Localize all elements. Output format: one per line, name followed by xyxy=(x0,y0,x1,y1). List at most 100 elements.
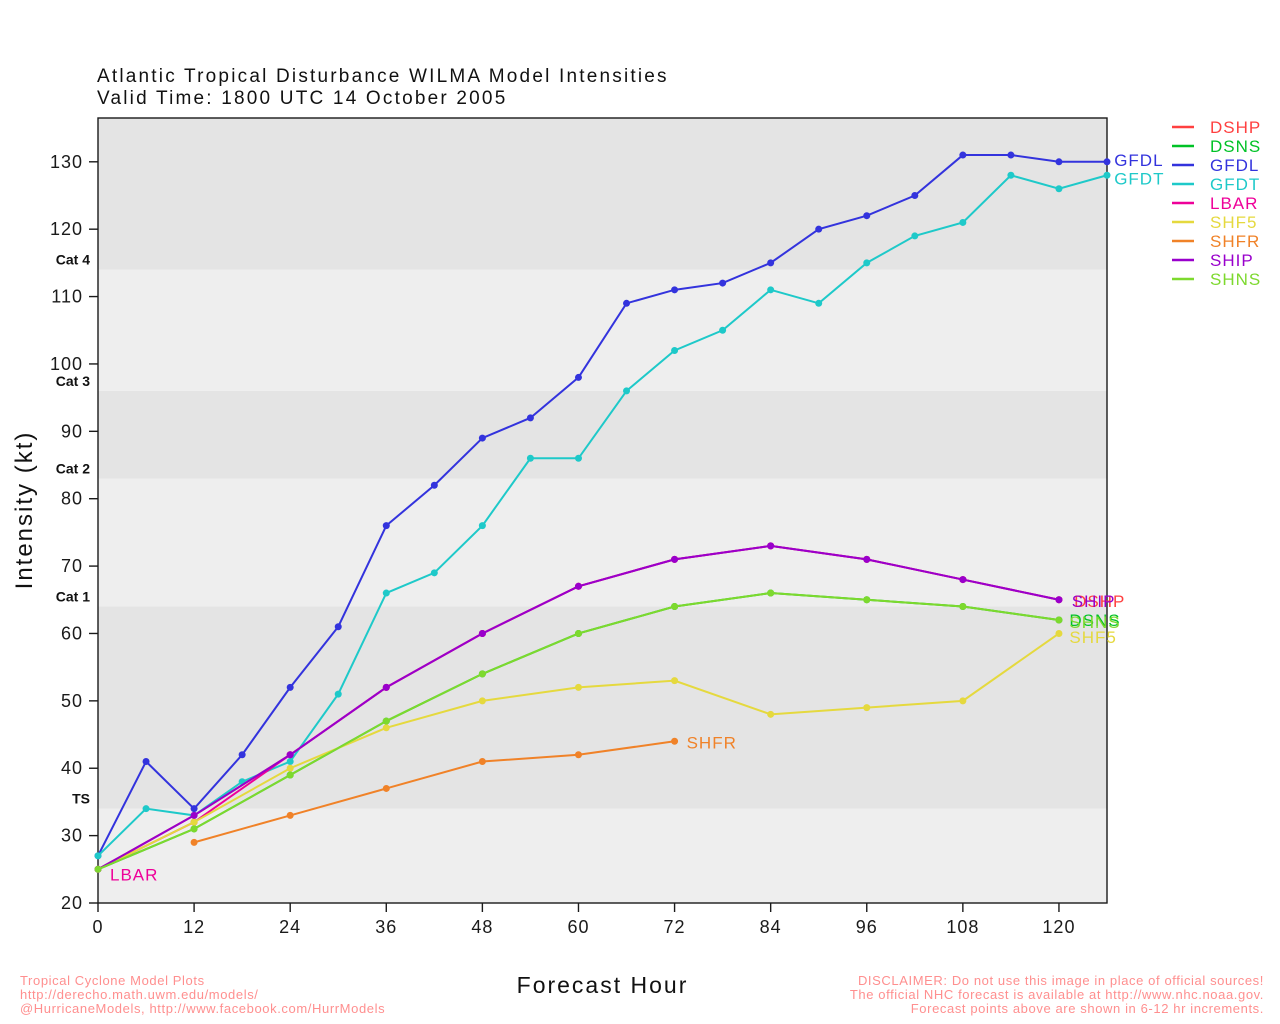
series-gfdt-point xyxy=(142,805,150,813)
series-ship-label: SHIP xyxy=(1072,592,1116,611)
legend-label-shfr: SHFR xyxy=(1210,232,1260,251)
x-tick-label: 84 xyxy=(760,917,782,937)
legend-label-gfdl: GFDL xyxy=(1210,156,1259,175)
series-shfr-point xyxy=(671,737,679,745)
series-shns-point xyxy=(671,603,679,611)
series-gfdl-point xyxy=(959,151,967,159)
y-tick-label: 100 xyxy=(50,354,83,374)
chart-subtitle: Valid Time: 1800 UTC 14 October 2005 xyxy=(97,88,508,109)
series-gfdl-point xyxy=(815,225,823,233)
series-gfdl-point xyxy=(190,805,198,813)
series-shns-point xyxy=(959,603,967,611)
category-band-1 xyxy=(98,606,1107,809)
series-shf5-point xyxy=(478,697,486,705)
series-gfdl-point xyxy=(1055,158,1063,166)
series-ship-point xyxy=(1055,596,1063,604)
series-gfdt-point xyxy=(623,387,631,395)
y-tick-label: 20 xyxy=(61,893,83,913)
series-gfdt-point xyxy=(574,454,582,462)
series-shfr-line xyxy=(193,740,675,844)
y-tick-label: 40 xyxy=(61,758,83,778)
series-shfr-label: SHFR xyxy=(687,734,737,753)
legend-label-dshp: DSHP xyxy=(1210,118,1261,137)
x-tick-label: 48 xyxy=(471,917,493,937)
series-dsns-label: DSNS xyxy=(1069,611,1120,630)
x-tick-label: 120 xyxy=(1042,917,1075,937)
series-shns-point xyxy=(94,865,102,873)
x-tick-label: 36 xyxy=(375,917,397,937)
series-shf5-point xyxy=(574,683,582,691)
series-gfdl-point xyxy=(286,683,294,691)
series-gfdl-point xyxy=(719,279,727,287)
series-gfdt-point xyxy=(671,346,679,354)
series-gfdl-point xyxy=(767,259,775,267)
x-tick-label: 24 xyxy=(279,917,301,937)
series-ship-point xyxy=(286,751,294,759)
series-gfdt-point xyxy=(286,757,294,765)
x-tick-label: 12 xyxy=(183,917,205,937)
series-gfdt-point xyxy=(719,326,727,334)
footer-credit-line-3: @HurricaneModels, http://www.facebook.co… xyxy=(20,1001,386,1016)
series-ship-point xyxy=(190,811,198,819)
legend-label-shf5: SHF5 xyxy=(1210,213,1257,232)
series-ship-point xyxy=(382,683,390,691)
series-shf5-point xyxy=(671,677,679,685)
series-shfr-point xyxy=(286,811,294,819)
series-shf5-point xyxy=(382,724,390,732)
series-shns-point xyxy=(190,825,198,833)
series-shns-point xyxy=(478,670,486,678)
series-gfdt-point xyxy=(863,259,871,267)
series-gfdt-point xyxy=(478,522,486,530)
x-tick-label: 72 xyxy=(664,917,686,937)
series-gfdl-point xyxy=(142,757,150,765)
series-gfdt-point xyxy=(815,299,823,307)
series-gfdl-point xyxy=(382,522,390,530)
series-shfr-point xyxy=(382,784,390,792)
series-gfdt-point xyxy=(1007,171,1015,179)
chart-title: Atlantic Tropical Disturbance WILMA Mode… xyxy=(97,66,669,87)
y-tick-label: 130 xyxy=(50,152,83,172)
series-shns-point xyxy=(382,717,390,725)
category-label-cat1: Cat 1 xyxy=(56,589,90,605)
category-label-ts: TS xyxy=(72,791,90,807)
series-shf5-label: SHF5 xyxy=(1069,628,1116,647)
series-shns-point xyxy=(286,771,294,779)
category-label-cat4: Cat 4 xyxy=(56,252,90,268)
series-shns-label: SHNS xyxy=(1069,613,1120,632)
series-ship-point xyxy=(478,629,486,637)
x-axis-label: Forecast Hour xyxy=(516,972,689,998)
series-gfdl-point xyxy=(623,299,631,307)
series-shf5-point xyxy=(286,764,294,772)
footer-credit-line-2: http://derecho.math.uwm.edu/models/ xyxy=(20,987,259,1002)
x-tick-label: 60 xyxy=(567,917,589,937)
series-shf5-point xyxy=(767,710,775,718)
legend-label-ship: SHIP xyxy=(1210,251,1254,270)
series-shf5-point xyxy=(959,697,967,705)
category-band-3 xyxy=(98,390,1107,479)
series-ship-point xyxy=(863,555,871,563)
x-tick-label: 0 xyxy=(92,917,103,937)
series-shf5-point xyxy=(190,818,198,826)
plot-border xyxy=(97,117,1108,904)
series-shns-point xyxy=(863,596,871,604)
series-gfdl-point xyxy=(863,212,871,220)
series-gfdl-point xyxy=(671,286,679,294)
series-gfdl-point xyxy=(238,751,246,759)
footer-disclaimer: DISCLAIMER: Do not use this image in pla… xyxy=(850,974,1264,1016)
series-ship-point xyxy=(574,582,582,590)
series-shns-point xyxy=(574,629,582,637)
series-gfdt-point xyxy=(1103,171,1111,179)
series-gfdl-point xyxy=(574,373,582,381)
legend-label-shns: SHNS xyxy=(1210,270,1261,289)
footer-credits: Tropical Cyclone Model Plots http://dere… xyxy=(20,974,385,1016)
series-shns-point xyxy=(767,589,775,597)
category-band-5 xyxy=(98,118,1107,270)
x-tick-label: 108 xyxy=(946,917,979,937)
series-gfdt-point xyxy=(1055,185,1063,193)
series-gfdl-point xyxy=(334,623,342,631)
y-axis-label: Intensity (kt) xyxy=(11,431,38,590)
series-gfdl-point xyxy=(1103,158,1111,166)
series-gfdt-point xyxy=(959,218,967,226)
